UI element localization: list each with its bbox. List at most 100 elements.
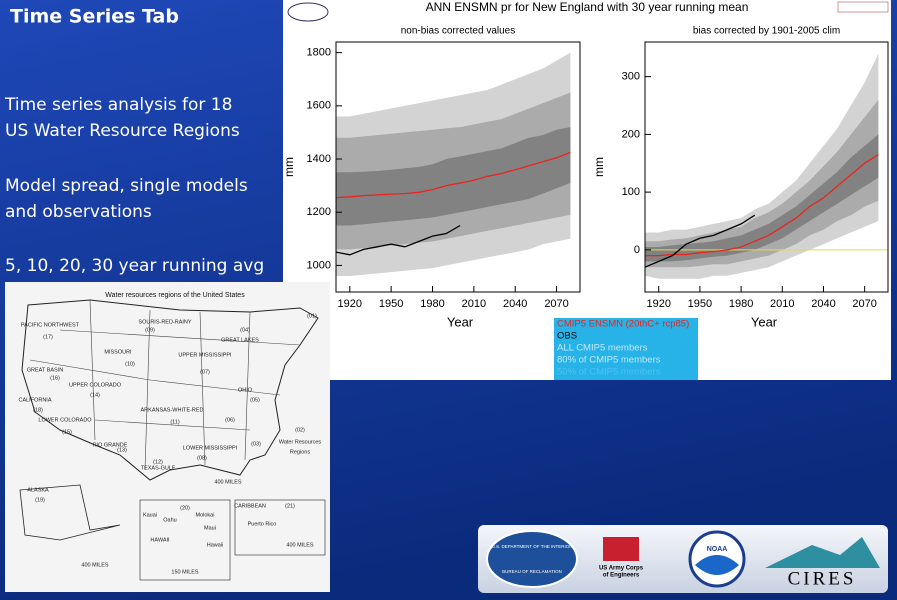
legend-entry: OBS bbox=[557, 331, 577, 342]
legend-entry: CMIP5 ENSMN (20thC+ rcp85) bbox=[557, 319, 689, 330]
plot-frame bbox=[644, 41, 889, 293]
slide-title: Time Series Tab bbox=[10, 6, 179, 28]
map-label: CARIBBEAN bbox=[234, 503, 266, 509]
map-label: Water Resources bbox=[279, 439, 322, 445]
y-tick-label: 0 bbox=[634, 244, 640, 256]
subtitle: bias corrected by 1901-2005 clim bbox=[693, 26, 840, 37]
inset-box bbox=[234, 499, 326, 556]
bullet: US Water Resource Regions bbox=[5, 121, 240, 141]
map-label: TEXAS-GULF bbox=[141, 465, 176, 471]
map-label: (17) bbox=[43, 334, 53, 340]
legend-background bbox=[554, 318, 698, 380]
y-tick-label: 300 bbox=[622, 71, 640, 83]
plot-area bbox=[336, 52, 571, 276]
band bbox=[336, 127, 571, 226]
plot-frame bbox=[335, 41, 581, 293]
us-outline bbox=[21, 299, 319, 481]
y-tick-label: 1400 bbox=[307, 153, 331, 165]
x-tick-label: 2070 bbox=[544, 298, 568, 310]
map-label: GREAT BASIN bbox=[27, 367, 64, 373]
logo-bar: U.S. DEPARTMENT OF THE INTERIOR BUREAU O… bbox=[478, 525, 888, 593]
plot-area bbox=[645, 53, 888, 279]
map-label: Puerto Rico bbox=[248, 521, 277, 527]
map-background bbox=[5, 282, 330, 592]
map-label: GREAT LAKES bbox=[221, 337, 259, 343]
bullet: Time series analysis for 18 bbox=[4, 95, 232, 115]
y-tick-label: 100 bbox=[622, 186, 640, 198]
map-label: (15) bbox=[62, 429, 72, 435]
region-boundary bbox=[29, 299, 301, 471]
x-axis-label: Year bbox=[751, 314, 778, 329]
map-label: (11) bbox=[170, 419, 180, 425]
map-label: 400 MILES bbox=[286, 542, 314, 548]
map-label: PACIFIC NORTHWEST bbox=[21, 322, 80, 328]
map-label: (14) bbox=[90, 392, 100, 398]
y-tick-label: 200 bbox=[622, 128, 640, 140]
band bbox=[645, 99, 879, 268]
subtitle: non-bias corrected values bbox=[401, 26, 516, 37]
x-tick-label: 2010 bbox=[770, 298, 794, 310]
map-label: (05) bbox=[250, 397, 260, 403]
map-label: (20) bbox=[180, 505, 190, 511]
map-label: (03) bbox=[251, 441, 261, 447]
map-label: CALIFORNIA bbox=[18, 397, 51, 403]
map: Water resources regions of the United St… bbox=[5, 282, 330, 592]
map-label: (12) bbox=[153, 459, 163, 465]
y-tick-label: 1800 bbox=[307, 47, 331, 59]
map-label: (18) bbox=[33, 407, 43, 413]
x-tick-label: 2040 bbox=[503, 298, 527, 310]
map-label: LOWER COLORADO bbox=[38, 417, 92, 423]
map-label: (08) bbox=[197, 455, 207, 461]
x-tick-label: 1980 bbox=[729, 298, 753, 310]
y-axis-label: mm bbox=[282, 157, 296, 177]
map-label: ARKANSAS-WHITE-RED bbox=[141, 407, 204, 413]
logo-text: US Army Corps bbox=[599, 566, 644, 572]
logo bbox=[287, 2, 329, 22]
x-tick-label: 1950 bbox=[688, 298, 712, 310]
map-label: MISSOURI bbox=[104, 349, 132, 355]
map-label: (16) bbox=[50, 375, 60, 381]
bullet: 5, 10, 20, 30 year running avg bbox=[5, 256, 264, 276]
bullet: Model spread, single models bbox=[5, 176, 248, 196]
map-label: (13) bbox=[117, 447, 127, 453]
logo-text: NOAA bbox=[707, 546, 728, 553]
map-label: UPPER COLORADO bbox=[69, 382, 122, 388]
x-tick-label: 2010 bbox=[462, 298, 486, 310]
y-axis-label: mm bbox=[592, 157, 606, 177]
map-label: LOWER MISSISSIPPI bbox=[183, 445, 238, 451]
logo-text: of Engineers bbox=[603, 573, 640, 579]
alaska bbox=[19, 484, 121, 541]
cires-mountains bbox=[765, 537, 880, 568]
logo-text: BUREAU OF RECLAMATION bbox=[502, 569, 562, 574]
map-label: (19) bbox=[35, 497, 45, 503]
x-tick-label: 1920 bbox=[646, 298, 670, 310]
figure: ANN ENSMN pr for New England with 30 yea… bbox=[282, 0, 891, 380]
map-label: (21) bbox=[285, 503, 295, 509]
logo bbox=[837, 1, 889, 13]
x-axis-label: Year bbox=[447, 314, 474, 329]
x-tick-label: 2040 bbox=[811, 298, 835, 310]
y-tick-label: 1000 bbox=[307, 259, 331, 271]
map-label: OHIO bbox=[238, 387, 253, 393]
map-label: Molokai bbox=[196, 512, 215, 518]
map-label: Hawaii bbox=[207, 542, 224, 548]
logo-text: U.S. DEPARTMENT OF THE INTERIOR bbox=[492, 544, 574, 549]
map-label: Kauai bbox=[143, 512, 157, 518]
map-label: (02) bbox=[295, 427, 305, 433]
series-line bbox=[645, 214, 756, 268]
usace-logo bbox=[603, 537, 639, 561]
map-label: ALASKA bbox=[27, 487, 49, 493]
logo-text: CIRES bbox=[788, 568, 857, 589]
map-label: HAWAII bbox=[150, 537, 170, 543]
x-tick-label: 1980 bbox=[420, 298, 444, 310]
noaa-wave bbox=[695, 555, 739, 575]
y-tick-label: 1600 bbox=[307, 100, 331, 112]
x-tick-label: 2070 bbox=[852, 298, 876, 310]
y-tick-label: 1200 bbox=[307, 206, 331, 218]
series-line bbox=[645, 154, 879, 257]
figure-title: ANN ENSMN pr for New England with 30 yea… bbox=[426, 0, 749, 14]
map-label: (01) bbox=[307, 313, 317, 319]
map-label: (10) bbox=[125, 361, 135, 367]
map-label: Oahu bbox=[163, 517, 176, 523]
map-label: (09) bbox=[145, 327, 155, 333]
